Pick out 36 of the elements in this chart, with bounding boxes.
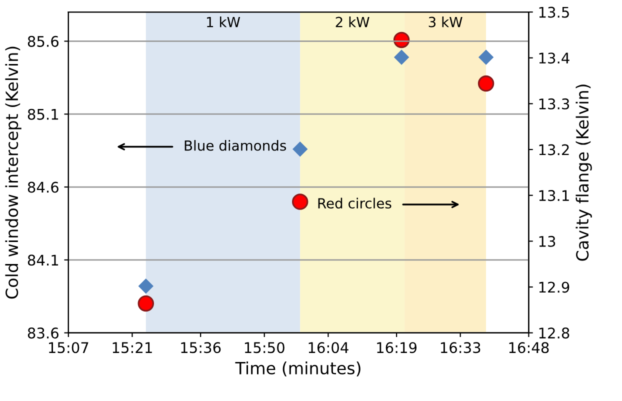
y-tick-label: 83.6 [28,328,58,339]
x-tick-label: 16:19 [377,342,417,354]
point [478,50,494,65]
x-tick-label: 16:04 [308,342,348,354]
y2-tick-label: 13.5 [539,6,569,18]
y2-tick-label: 13 [539,236,556,247]
point [478,75,494,92]
annotation: Blue diamonds [184,140,286,151]
point [292,194,308,210]
y2-axis-title: Cavity flange (Kelvin) [576,84,592,261]
y-tick-label: 85.6 [28,36,58,47]
point [292,141,308,157]
y2-tick-label: 13.2 [539,144,569,156]
x-tick-label: 15:07 [49,342,88,354]
y2-tick-label: 13.1 [539,190,569,202]
x-axis-title: Time (minutes) [235,362,360,376]
x-tick-label: 15:21 [112,342,152,354]
x-tick-label: 15:36 [181,342,221,354]
y-axis-title: Cold window intercept (Kelvin) [5,46,22,299]
y-tick-label: 85.1 [28,108,58,120]
y-tick-label: 84.6 [28,182,58,193]
x-tick-label: 15:50 [244,342,284,354]
band-label: 1 kW [207,16,240,28]
point [138,278,154,294]
annotation: Red circles [318,198,392,209]
point [138,295,154,312]
x-tick-label: 16:33 [440,342,480,354]
y2-tick-label: 12.9 [539,282,570,293]
y-tick-label: 84.1 [28,254,58,266]
y2-tick-label: 13.3 [539,98,570,110]
band-label: 2 kW [336,16,370,28]
y2-tick-label: 12.8 [539,328,570,339]
x-tick-label: 16:48 [509,342,549,354]
band-label: 3 kW [428,16,462,28]
y2-tick-label: 13.4 [539,52,570,64]
point [394,50,410,65]
